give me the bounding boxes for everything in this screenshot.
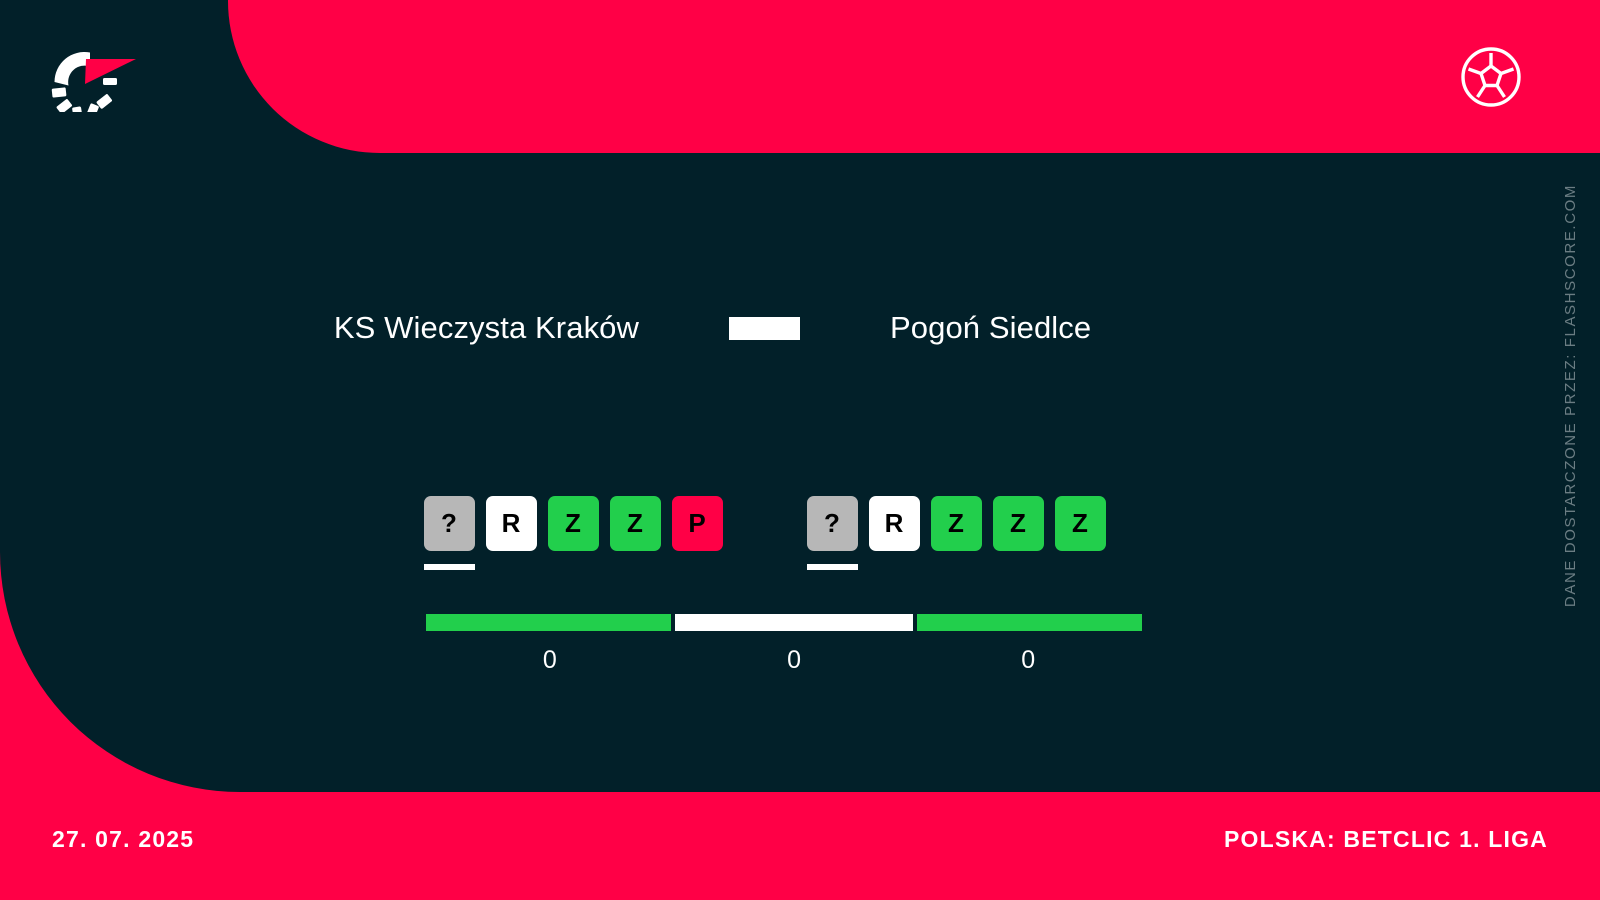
form-underline	[806, 564, 858, 570]
home-team-name: KS Wieczysta Kraków	[333, 310, 639, 345]
form-badge[interactable]: ?	[806, 496, 858, 551]
form-cell: ?	[423, 496, 475, 570]
form-cell: Z	[930, 496, 982, 570]
form-badge[interactable]: Z	[930, 496, 982, 551]
form-section: ? R Z Z P ? R Z Z Z	[0, 496, 1529, 576]
form-cell: Z	[1054, 496, 1106, 570]
form-cell: ?	[806, 496, 858, 570]
form-cell: Z	[609, 496, 661, 570]
form-cell: P	[671, 496, 723, 570]
form-underline	[423, 564, 475, 570]
form-cell: Z	[992, 496, 1044, 570]
football-ball-icon	[1460, 46, 1522, 108]
away-form-group: ? R Z Z Z	[806, 496, 1106, 570]
head-to-head-stats: 0 0 0	[426, 614, 1142, 675]
h2h-segment	[916, 614, 1142, 631]
h2h-segment	[674, 614, 913, 631]
form-badge[interactable]: ?	[423, 496, 475, 551]
h2h-bar	[426, 614, 1142, 631]
footer-bar: 27. 07. 2025 POLSKA: BETCLIC 1. LIGA	[0, 792, 1600, 900]
match-date: 27. 07. 2025	[52, 826, 195, 852]
watermark-text: DANE DOSTARCZONE PRZEZ: FLASHSCORE.COM	[1561, 184, 1579, 608]
form-badge[interactable]: R	[868, 496, 920, 551]
form-cell: R	[868, 496, 920, 570]
league-name: POLSKA: BETCLIC 1. LIGA	[1223, 826, 1548, 852]
form-badge[interactable]: Z	[1054, 496, 1106, 551]
h2h-value: 0	[542, 646, 557, 674]
h2h-labels: 0 0 0	[426, 646, 1142, 675]
form-badge[interactable]: Z	[609, 496, 661, 551]
watermark: DANE DOSTARCZONE PRZEZ: FLASHSCORE.COM	[1548, 0, 1592, 792]
form-badge[interactable]: P	[671, 496, 723, 551]
form-cell: Z	[547, 496, 599, 570]
score-placeholder	[729, 316, 800, 340]
h2h-segment	[426, 614, 671, 631]
header-band	[228, 0, 1600, 153]
h2h-value: 0	[1021, 646, 1036, 674]
home-form-group: ? R Z Z P	[423, 496, 723, 570]
away-team-name: Pogoń Siedlce	[890, 310, 1092, 345]
teams-row: KS Wieczysta Kraków Pogoń Siedlce	[0, 300, 1529, 356]
h2h-value: 0	[787, 646, 801, 674]
flashscore-logo[interactable]	[44, 36, 140, 112]
form-cell: R	[485, 496, 537, 570]
form-badge[interactable]: Z	[547, 496, 599, 551]
form-badge[interactable]: Z	[992, 496, 1044, 551]
form-badge[interactable]: R	[485, 496, 537, 551]
